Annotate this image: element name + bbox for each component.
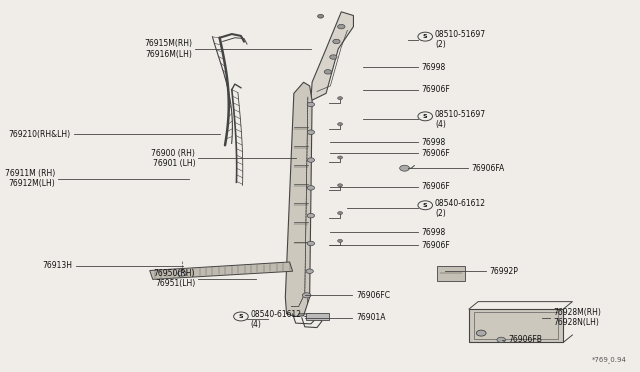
FancyBboxPatch shape [306, 313, 329, 320]
Text: 08540-61612
(4): 08540-61612 (4) [251, 310, 301, 329]
Circle shape [338, 184, 342, 187]
Text: 76998: 76998 [422, 63, 446, 72]
Text: 76992P: 76992P [490, 267, 518, 276]
Circle shape [399, 165, 410, 171]
Text: S: S [423, 203, 428, 208]
Circle shape [307, 214, 314, 218]
Circle shape [306, 269, 314, 273]
Circle shape [338, 212, 342, 215]
FancyBboxPatch shape [469, 309, 563, 342]
Circle shape [307, 102, 314, 107]
Circle shape [317, 15, 324, 18]
FancyBboxPatch shape [437, 266, 465, 280]
Text: 76998: 76998 [422, 228, 446, 237]
FancyBboxPatch shape [474, 312, 559, 339]
Circle shape [338, 97, 342, 100]
Circle shape [333, 39, 340, 44]
Text: *769‸0.94: *769‸0.94 [592, 357, 627, 364]
Circle shape [338, 156, 342, 159]
Circle shape [302, 293, 311, 298]
Circle shape [476, 330, 486, 336]
Circle shape [234, 312, 248, 321]
Circle shape [418, 201, 433, 210]
Text: 76928M(RH)
76928N(LH): 76928M(RH) 76928N(LH) [554, 308, 602, 327]
Circle shape [307, 241, 314, 246]
Text: S: S [423, 34, 428, 39]
Text: 76901A: 76901A [356, 313, 385, 322]
Text: 76950(RH)
76951(LH): 76950(RH) 76951(LH) [154, 269, 195, 288]
Text: 08540-61612
(2): 08540-61612 (2) [435, 199, 486, 218]
Text: 76906FC: 76906FC [356, 291, 390, 300]
Polygon shape [285, 82, 312, 317]
Text: 76906F: 76906F [422, 85, 451, 94]
Text: 76906F: 76906F [422, 149, 451, 158]
Text: 76906FA: 76906FA [472, 164, 505, 173]
Text: 76906F: 76906F [422, 182, 451, 191]
Text: 76911M (RH)
76912M(LH): 76911M (RH) 76912M(LH) [5, 169, 56, 188]
Circle shape [338, 239, 342, 242]
Circle shape [418, 32, 433, 41]
Circle shape [338, 25, 345, 29]
Circle shape [338, 123, 342, 126]
Circle shape [497, 337, 506, 342]
Text: 08510-51697
(4): 08510-51697 (4) [435, 110, 486, 129]
Circle shape [178, 271, 186, 276]
Text: 76906FB: 76906FB [508, 335, 542, 344]
Text: 76900 (RH)
76901 (LH): 76900 (RH) 76901 (LH) [152, 148, 195, 168]
Text: 76913H: 76913H [42, 261, 72, 270]
Circle shape [324, 70, 332, 74]
Text: 08510-51697
(2): 08510-51697 (2) [435, 30, 486, 49]
Text: S: S [239, 314, 243, 319]
Circle shape [307, 130, 314, 135]
Text: S: S [423, 114, 428, 119]
Text: 769210(RH&LH): 769210(RH&LH) [8, 129, 70, 139]
Polygon shape [311, 12, 353, 101]
Circle shape [307, 186, 314, 190]
Text: 76998: 76998 [422, 138, 446, 147]
Circle shape [418, 112, 433, 121]
Text: 76906F: 76906F [422, 241, 451, 250]
Circle shape [330, 55, 337, 59]
Text: 76915M(RH)
76916M(LH): 76915M(RH) 76916M(LH) [144, 39, 192, 58]
Circle shape [307, 158, 314, 162]
Polygon shape [150, 262, 292, 279]
